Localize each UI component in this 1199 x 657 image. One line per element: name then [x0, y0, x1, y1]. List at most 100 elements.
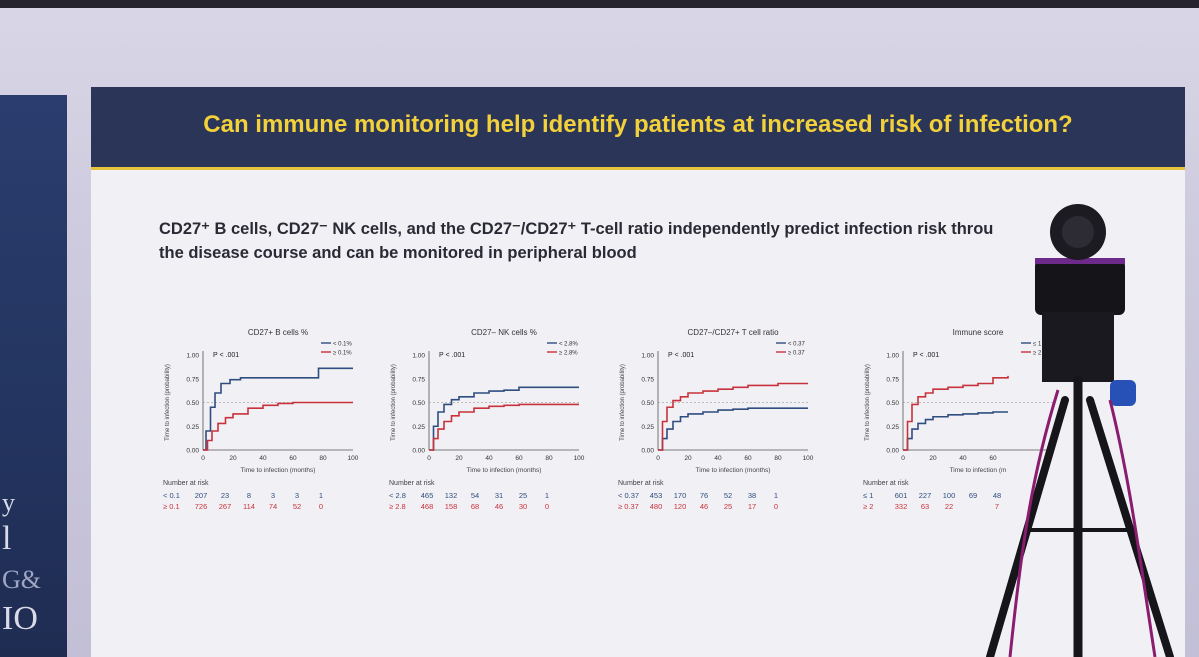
- p-value: P < .001: [439, 352, 465, 359]
- risk-table-label: Number at risk: [389, 480, 435, 487]
- y-tick-label: 0.50: [641, 400, 654, 407]
- left-screen-fragment: y l G& IO: [0, 95, 67, 657]
- risk-row: < 0.37 453 170 76 52 38 1: [618, 490, 833, 501]
- x-axis-label: Time to infection (months): [696, 467, 771, 474]
- chart-title: CD27– NK cells %: [471, 328, 537, 337]
- x-tick-label: 100: [574, 455, 585, 462]
- risk-group: ≥ 0.1: [163, 502, 180, 511]
- projector-top-edge: [0, 0, 1199, 8]
- risk-value: 100: [942, 491, 956, 500]
- legend-label: ≥ 0.37: [788, 351, 805, 357]
- risk-value: 25: [723, 502, 733, 511]
- risk-value: 465: [420, 491, 434, 500]
- risk-value: 332: [894, 502, 908, 511]
- title-underline: [91, 167, 1185, 170]
- left-fragment-4: IO: [2, 600, 38, 637]
- risk-value: 30: [518, 502, 528, 511]
- p-value: P < .001: [668, 352, 694, 359]
- risk-value: 38: [747, 491, 757, 500]
- risk-value: 601: [894, 491, 908, 500]
- x-tick-label: 60: [289, 455, 297, 462]
- risk-value: 17: [747, 502, 757, 511]
- y-tick-label: 0.75: [412, 376, 425, 383]
- km-curve-high: [903, 375, 1009, 451]
- legend-label: < 0.1%: [333, 342, 353, 348]
- legend-label: < 0.37: [788, 342, 806, 348]
- risk-value: 46: [699, 502, 709, 511]
- y-tick-label: 0.50: [412, 400, 425, 407]
- risk-value: 170: [673, 491, 687, 500]
- risk-table-t-cell-ratio: Number at risk < 0.37 453 170 76 52 38 1…: [618, 480, 833, 512]
- x-tick-label: 60: [515, 455, 523, 462]
- risk-row: ≥ 0.1 726 267 114 74 52 0: [163, 501, 378, 512]
- y-tick-label: 1.00: [412, 353, 425, 360]
- risk-row: ≥ 2.8 468 158 68 46 30 0: [389, 501, 604, 512]
- y-tick-label: 0.00: [886, 448, 899, 455]
- subtitle-line-1: CD27⁺ B cells, CD27⁻ NK cells, and the C…: [159, 220, 994, 238]
- risk-value: 48: [992, 491, 1002, 500]
- camera-body: [1035, 204, 1136, 406]
- tripod-legs: [986, 375, 1174, 657]
- y-tick-label: 0.25: [412, 424, 425, 431]
- x-tick-label: 40: [485, 455, 493, 462]
- risk-row: < 2.8 465 132 54 31 25 1: [389, 490, 604, 501]
- km-curve-low: [203, 367, 353, 451]
- risk-table-immune-score: Number at risk ≤ 1 601 227 100 69 48 ≥ 2…: [863, 480, 1078, 512]
- risk-value: 1: [318, 491, 324, 500]
- risk-table-label: Number at risk: [618, 480, 664, 487]
- p-value: P < .001: [213, 352, 239, 359]
- risk-table-label: Number at risk: [863, 480, 909, 487]
- risk-value: 1: [544, 491, 550, 500]
- subtitle-line-2: the disease course and can be monitored …: [159, 244, 637, 262]
- km-curve-high: [429, 403, 579, 451]
- left-fragment-2: l: [2, 520, 12, 557]
- y-axis-label: Time to infection (probability): [391, 364, 397, 441]
- risk-row: ≥ 2 332 63 22 7: [863, 501, 1078, 512]
- x-tick-label: 80: [319, 455, 327, 462]
- risk-value: 69: [968, 491, 978, 500]
- risk-group: ≤ 1: [863, 491, 874, 500]
- risk-value: 480: [649, 502, 663, 511]
- risk-group: ≥ 2.8: [389, 502, 406, 511]
- km-curve-low: [429, 386, 579, 451]
- risk-group: < 2.8: [389, 491, 406, 500]
- risk-value: 22: [944, 502, 954, 511]
- y-axis-label: Time to infection (probability): [865, 364, 871, 441]
- y-tick-label: 0.25: [886, 424, 899, 431]
- x-axis-label: Time to infection (months): [467, 467, 542, 474]
- km-chart-b-cells: CD27+ B cells % Time to infection (probab…: [165, 328, 359, 474]
- risk-value: 0: [773, 502, 779, 511]
- risk-value: 23: [220, 491, 230, 500]
- chart-title: Immune score: [953, 328, 1004, 337]
- x-tick-label: 40: [714, 455, 722, 462]
- risk-value: 7: [994, 502, 1000, 511]
- risk-row: ≥ 0.37 480 120 46 25 17 0: [618, 501, 833, 512]
- km-chart-t-cell-ratio: CD27–/CD27+ T cell ratio Time to infectio…: [620, 328, 814, 474]
- legend-label: < 2.8%: [559, 342, 579, 348]
- left-fragment-1: y: [2, 488, 15, 517]
- x-tick-label: 100: [348, 455, 359, 462]
- risk-value: 31: [494, 491, 504, 500]
- chart-title: CD27+ B cells %: [248, 328, 308, 337]
- risk-value: 227: [918, 491, 932, 500]
- risk-value: 158: [444, 502, 458, 511]
- km-curve-low: [658, 407, 808, 451]
- risk-value: 52: [723, 491, 733, 500]
- y-tick-label: 0.50: [186, 400, 199, 407]
- risk-value: 68: [470, 502, 480, 511]
- risk-value: 3: [270, 491, 276, 500]
- risk-group: < 0.1: [163, 491, 180, 500]
- y-tick-label: 0.25: [641, 424, 654, 431]
- y-tick-label: 0.00: [641, 448, 654, 455]
- x-tick-label: 40: [259, 455, 267, 462]
- legend-label: ≥ 2 ri: [1033, 351, 1046, 357]
- x-tick-label: 20: [929, 455, 937, 462]
- risk-table-nk-cells: Number at risk < 2.8 465 132 54 31 25 1 …: [389, 480, 604, 512]
- y-tick-label: 1.00: [186, 353, 199, 360]
- risk-group: ≥ 0.37: [618, 502, 639, 511]
- presentation-slide: Can immune monitoring help identify pati…: [91, 87, 1185, 657]
- legend-label: ≥ 0.1%: [333, 351, 352, 357]
- risk-value: 0: [318, 502, 324, 511]
- risk-value: 114: [243, 502, 255, 511]
- tripod-cables: [1008, 389, 1157, 657]
